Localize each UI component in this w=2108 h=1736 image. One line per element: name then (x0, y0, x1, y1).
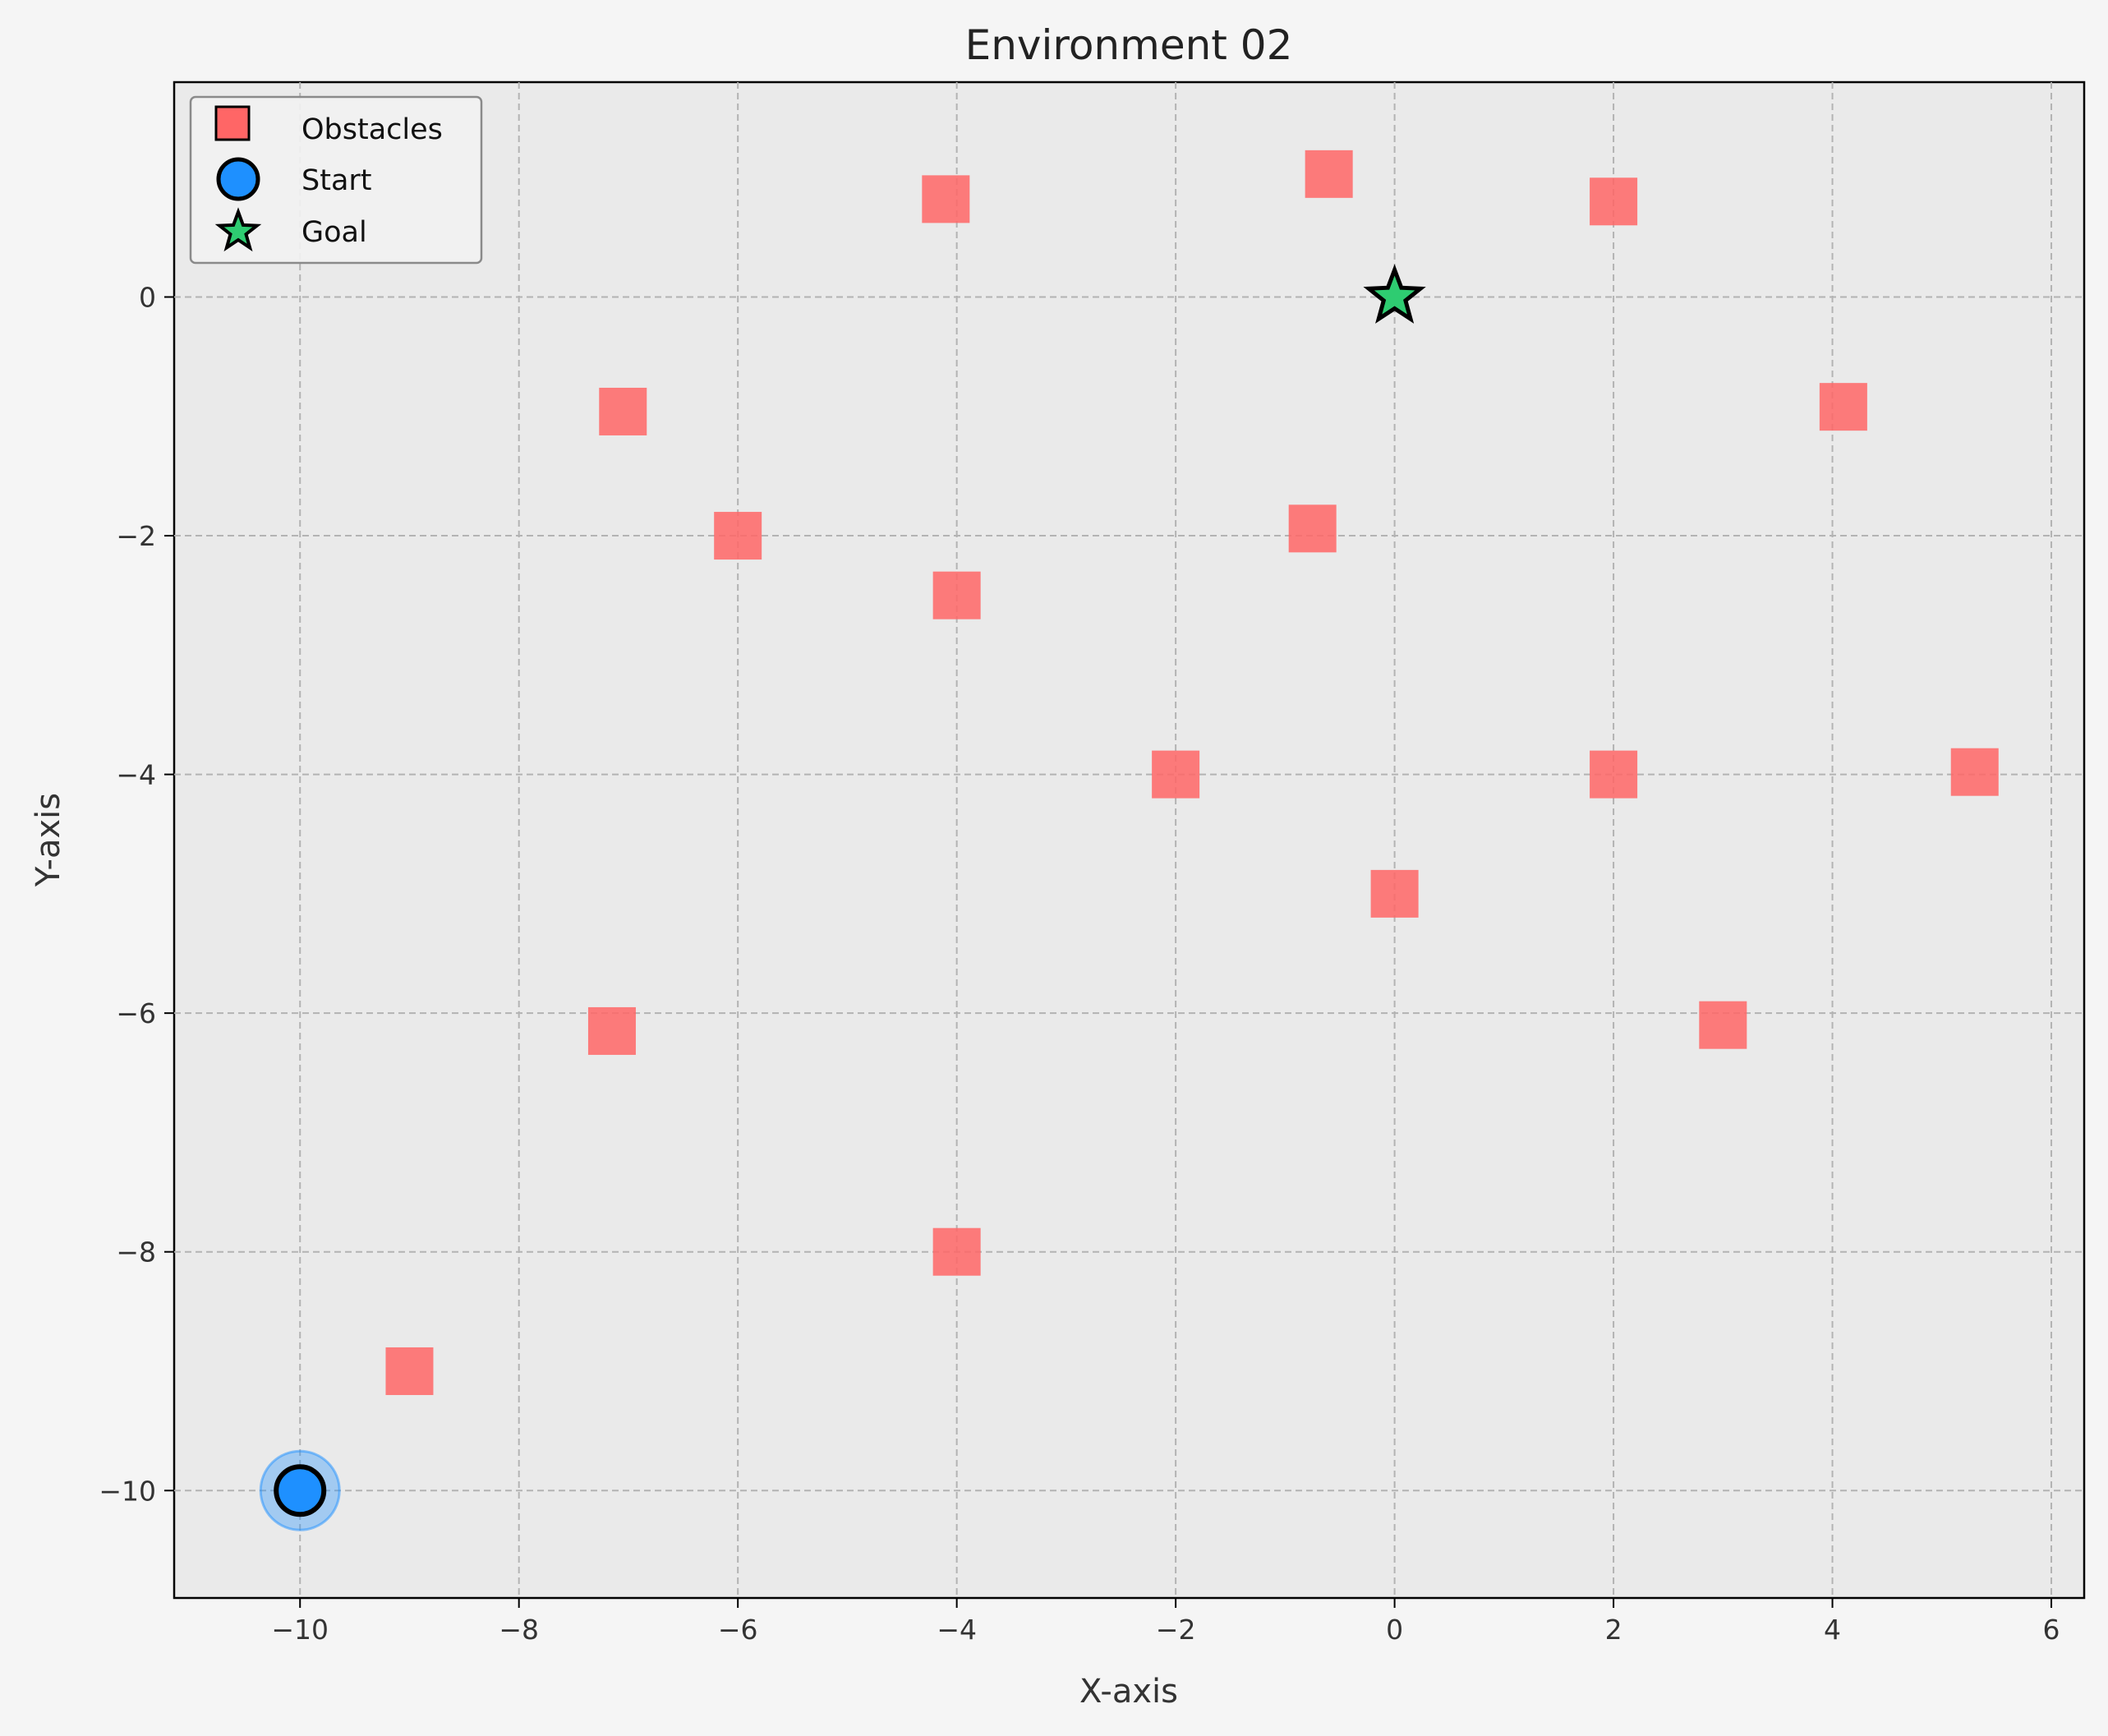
x-tick-label: 2 (1605, 1614, 1622, 1646)
y-tick-label: −4 (116, 759, 156, 791)
data-marks (259, 150, 1999, 1531)
x-tick-label: 0 (1386, 1614, 1403, 1646)
y-tick-label: −10 (99, 1475, 156, 1507)
y-tick-label: −2 (116, 520, 156, 552)
obstacle-marker (385, 1347, 434, 1395)
obstacle-marker (1819, 383, 1867, 431)
legend-obstacles-label: Obstacles (301, 113, 443, 146)
x-axis-label: X-axis (1079, 1673, 1178, 1711)
obstacle-marker (1288, 504, 1337, 553)
obstacle-marker (1370, 869, 1419, 918)
y-axis-label: Y-axis (30, 793, 67, 887)
y-tick-label: 0 (139, 281, 156, 313)
obstacle-marker (922, 175, 970, 223)
obstacle-marker (1305, 150, 1353, 198)
start-marker (274, 1464, 327, 1517)
legend-start-marker (216, 157, 260, 201)
goal-marker (1363, 264, 1426, 324)
legend-goal-label: Goal (301, 216, 367, 249)
x-tick-label: 6 (2043, 1614, 2060, 1646)
legend-goal-marker (214, 207, 262, 252)
chart-title: Environment 02 (965, 21, 1293, 69)
obstacle-marker (932, 1227, 981, 1276)
plot-area (173, 81, 2086, 1600)
legend-box (189, 95, 483, 265)
obstacle-marker (932, 571, 981, 619)
obstacle-marker (1950, 748, 1999, 796)
x-tick-label: −8 (499, 1614, 539, 1646)
axis-ticks: −10 −8 −6 −4 −2 0 2 4 6 0 −2 −4 −6 −8 −10 (99, 281, 2060, 1646)
obstacle-marker (587, 1006, 636, 1055)
x-tick-label: −6 (718, 1614, 758, 1646)
y-tick-label: −6 (116, 997, 156, 1029)
x-tick-label: −10 (271, 1614, 329, 1646)
obstacle-marker (714, 512, 762, 560)
x-tick-label: −2 (1156, 1614, 1196, 1646)
legend: Obstacles Start Goal (189, 95, 483, 265)
y-tick-label: −8 (116, 1236, 156, 1269)
legend-start-label: Start (301, 164, 372, 197)
x-tick-label: −4 (937, 1614, 977, 1646)
obstacle-marker (599, 387, 647, 435)
obstacle-marker (1699, 1001, 1747, 1049)
gridlines (174, 82, 2084, 1598)
x-tick-label: 4 (1824, 1614, 1841, 1646)
obstacle-marker (1590, 750, 1638, 799)
obstacle-marker (1152, 750, 1200, 799)
legend-obstacles-marker (214, 105, 251, 141)
obstacle-marker (1590, 177, 1638, 226)
